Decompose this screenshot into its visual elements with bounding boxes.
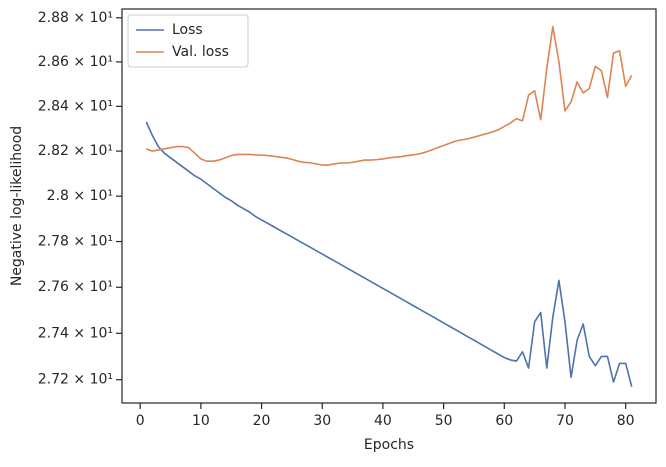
y-tick-label: 2.84 × 10¹ xyxy=(38,98,113,114)
x-tick-label: 80 xyxy=(617,413,635,429)
y-tick-label: 2.88 × 10¹ xyxy=(38,10,113,26)
x-tick-label: 30 xyxy=(313,413,331,429)
x-tick-label: 70 xyxy=(556,413,574,429)
y-tick-label: 2.72 × 10¹ xyxy=(38,372,113,388)
axes-frame xyxy=(121,8,657,404)
y-tick-label: 2.82 × 10¹ xyxy=(38,143,113,159)
x-tick-label: 10 xyxy=(192,413,210,429)
x-tick-label: 0 xyxy=(136,413,145,429)
x-tick-label: 40 xyxy=(374,413,392,429)
x-tick-label: 50 xyxy=(435,413,453,429)
y-tick-label: 2.76 × 10¹ xyxy=(38,279,113,295)
x-tick-label: 20 xyxy=(253,413,271,429)
x-tick-label: 60 xyxy=(495,413,513,429)
y-tick-label: 2.86 × 10¹ xyxy=(38,54,113,70)
series-line xyxy=(145,25,633,166)
legend-label: Loss xyxy=(172,22,203,38)
y-axis-label: Negative log-likelihood xyxy=(9,126,25,286)
legend-label: Val. loss xyxy=(172,44,229,60)
series-line xyxy=(145,121,633,387)
x-axis-label: Epochs xyxy=(364,437,414,453)
legend-box xyxy=(127,14,249,68)
y-tick-label: 2.74 × 10¹ xyxy=(38,325,113,341)
y-tick-label: 2.8 × 10¹ xyxy=(47,188,113,204)
y-tick-label: 2.78 × 10¹ xyxy=(38,234,113,250)
